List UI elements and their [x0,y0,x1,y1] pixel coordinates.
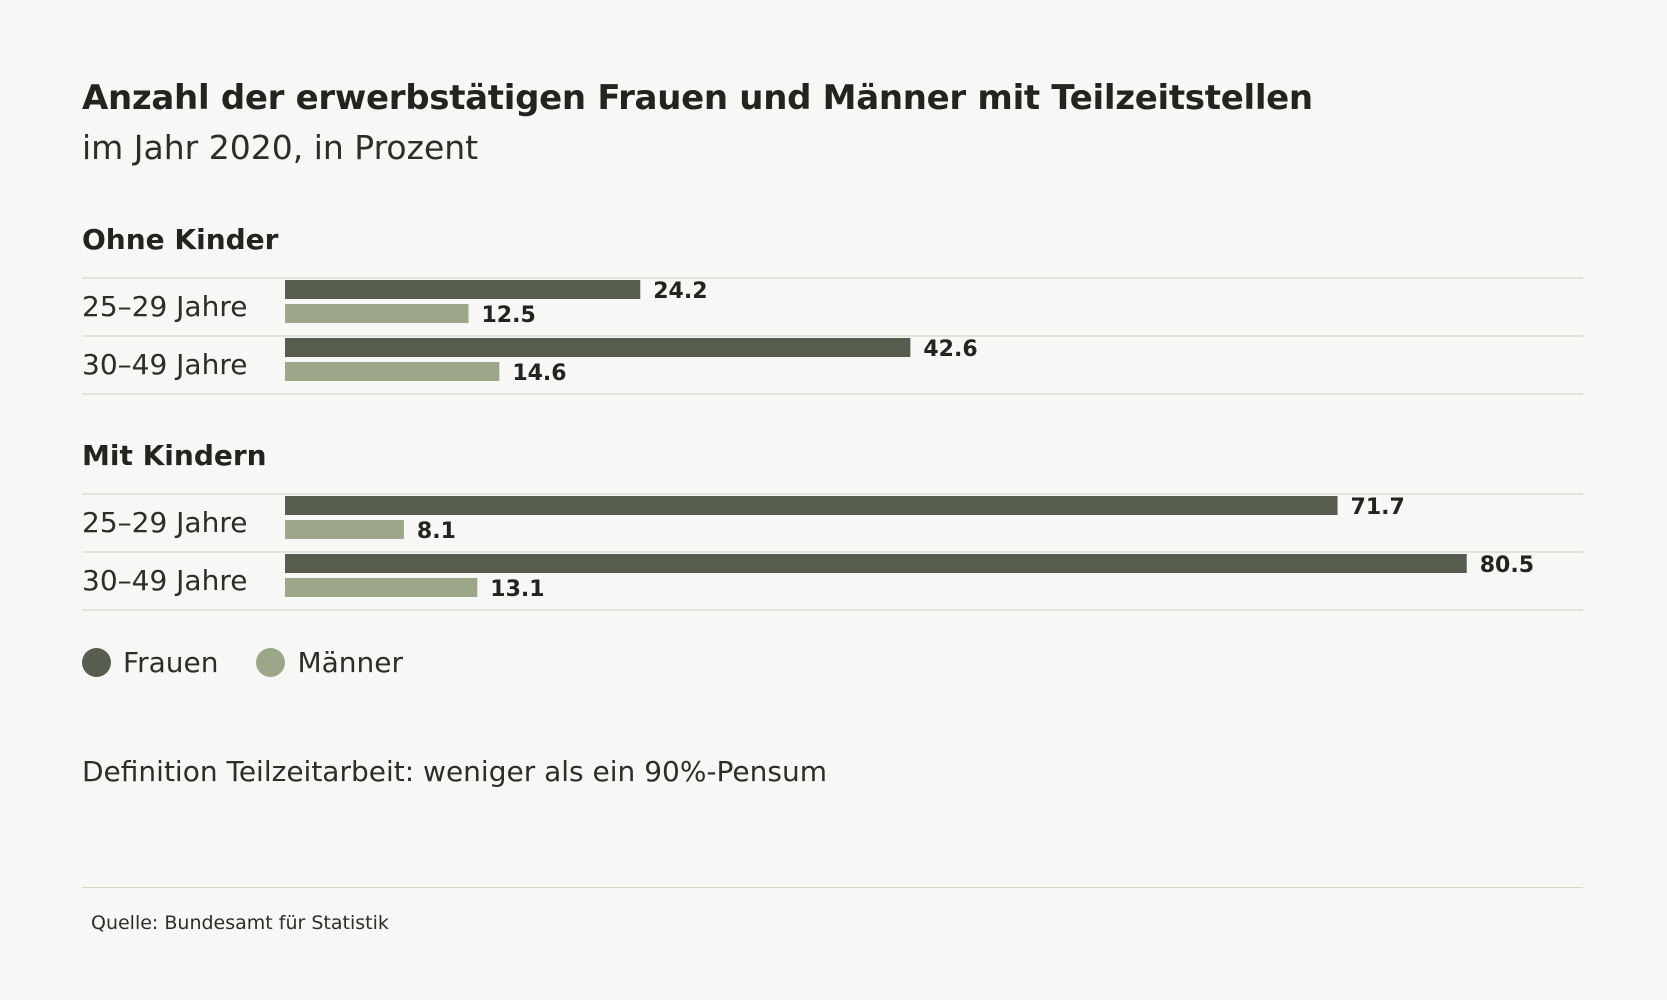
value-label: 42.6 [923,337,977,362]
bar-chart: Ohne Kinder 25–29 Jahre 24.2 12.5 30–49 Jahr… [82,223,1583,611]
source-note: Quelle: Bundesamt für Statistik [91,912,389,934]
group-title-1: Ohne Kinder [82,223,279,256]
chart-subtitle: im Jahr 2020, in Prozent [82,128,479,167]
legend-label-frauen: Frauen [123,645,219,679]
value-label: 14.6 [512,361,566,386]
legend-swatch-maenner [256,647,286,677]
definition-note: Definition Teilzeitarbeit: weniger als e… [82,755,828,788]
category-label: 25–29 Jahre [82,290,247,323]
bar-frauen [285,280,641,299]
value-label: 12.5 [482,303,536,328]
bar-maenner [285,304,469,323]
bar-frauen [285,554,1467,573]
value-label: 8.1 [417,519,456,544]
bar-frauen [285,338,911,357]
bar-maenner [285,362,500,381]
category-label: 30–49 Jahre [82,348,247,381]
category-label: 30–49 Jahre [82,564,247,597]
category-label: 25–29 Jahre [82,506,247,539]
value-label: 24.2 [653,279,707,304]
value-label: 80.5 [1480,553,1534,578]
source-divider [82,887,1583,888]
group-title-2: Mit Kindern [82,439,267,472]
bar-maenner [285,520,404,539]
value-label: 71.7 [1351,495,1405,520]
legend: Frauen Männer [82,645,441,679]
chart-title: Anzahl der erwerbstätigen Frauen und Män… [82,78,1313,118]
legend-swatch-frauen [82,647,111,677]
bar-maenner [285,578,478,597]
bar-frauen [285,496,1338,515]
legend-label-maenner: Männer [297,645,404,679]
legend-item-frauen: Frauen [82,646,218,679]
value-label: 13.1 [490,577,544,602]
legend-item-maenner: Männer [256,646,403,679]
